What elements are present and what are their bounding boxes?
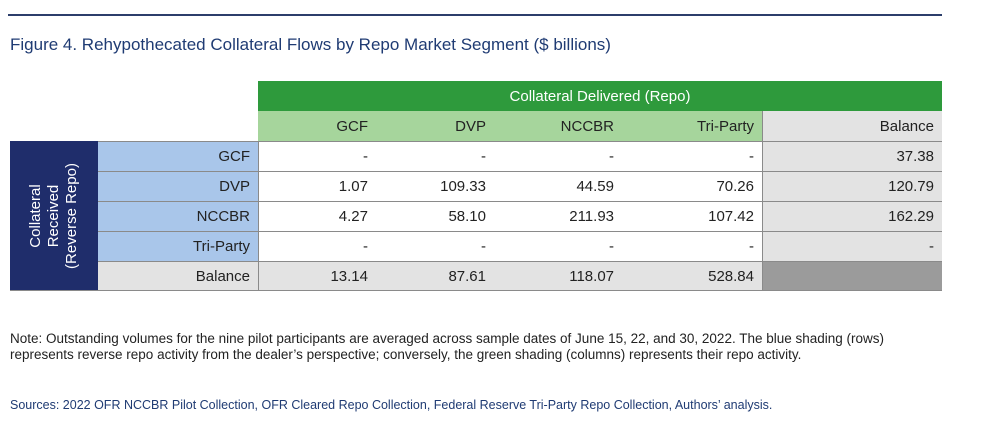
cell-tri-party-gcf: - <box>363 237 368 255</box>
grid-line <box>762 111 763 291</box>
figure-title: Figure 4. Rehypothecated Collateral Flow… <box>10 35 611 54</box>
cell-gcf-gcf: - <box>363 147 368 165</box>
cell-tri-party-tri-party: - <box>749 237 754 255</box>
top-rule <box>8 14 942 16</box>
column-header-dvp: DVP <box>376 111 494 141</box>
grid-line <box>98 261 942 262</box>
received-header-band <box>10 141 98 291</box>
delivered-header: Collateral Delivered (Repo) <box>258 81 942 111</box>
cell-nccbr-dvp: 58.10 <box>448 207 486 225</box>
column-header-tri-party: Tri-Party <box>622 111 762 141</box>
cell-tri-party-balance: - <box>762 231 942 261</box>
cell-nccbr-tri-party: 107.42 <box>708 207 754 225</box>
cell-gcf-balance: 37.38 <box>762 141 942 171</box>
cell-balance-corner <box>762 261 942 291</box>
received-header-line-1: Collateral <box>27 184 44 248</box>
received-header-line-3: (Reverse Repo) <box>63 163 80 269</box>
cell-balance-dvp: 87.61 <box>376 261 494 291</box>
row-header-dvp: DVP <box>98 171 258 201</box>
grid-line <box>98 141 942 142</box>
collateral-flow-table: Collateral Delivered (Repo) GCF DVP NCCB… <box>10 81 942 291</box>
grid-line <box>258 141 259 291</box>
column-header-gcf: GCF <box>258 111 376 141</box>
grid-line <box>98 231 942 232</box>
row-header-gcf: GCF <box>98 141 258 171</box>
cell-gcf-dvp: - <box>481 147 486 165</box>
column-header-nccbr: NCCBR <box>494 111 622 141</box>
received-header: Collateral Received (Reverse Repo) <box>10 141 98 291</box>
grid-line <box>98 201 942 202</box>
cell-balance-gcf: 13.14 <box>258 261 376 291</box>
row-header-nccbr: NCCBR <box>98 201 258 231</box>
grid-line <box>98 171 942 172</box>
cell-dvp-tri-party: 70.26 <box>716 177 754 195</box>
cell-tri-party-dvp: - <box>481 237 486 255</box>
row-header-tri-party: Tri-Party <box>98 231 258 261</box>
cell-tri-party-nccbr: - <box>609 237 614 255</box>
table-note: Note: Outstanding volumes for the nine p… <box>10 331 885 362</box>
cell-nccbr-gcf: 4.27 <box>338 207 368 225</box>
sources-line: Sources: 2022 OFR NCCBR Pilot Collection… <box>10 398 773 412</box>
cell-gcf-tri-party: - <box>749 147 754 165</box>
cell-dvp-balance: 120.79 <box>762 171 942 201</box>
cell-dvp-gcf: 1.07 <box>338 177 368 195</box>
cell-balance-nccbr: 118.07 <box>494 261 622 291</box>
cell-balance-tri-party: 528.84 <box>622 261 762 291</box>
grid-line <box>10 290 942 291</box>
cell-nccbr-nccbr: 211.93 <box>569 207 614 225</box>
row-header-balance: Balance <box>98 261 258 291</box>
cell-nccbr-balance: 162.29 <box>762 201 942 231</box>
column-header-balance: Balance <box>762 111 942 141</box>
cell-gcf-nccbr: - <box>609 147 614 165</box>
cell-dvp-nccbr: 44.59 <box>576 177 614 195</box>
cell-dvp-dvp: 109.33 <box>440 177 486 195</box>
received-header-line-2: Received <box>45 184 62 248</box>
